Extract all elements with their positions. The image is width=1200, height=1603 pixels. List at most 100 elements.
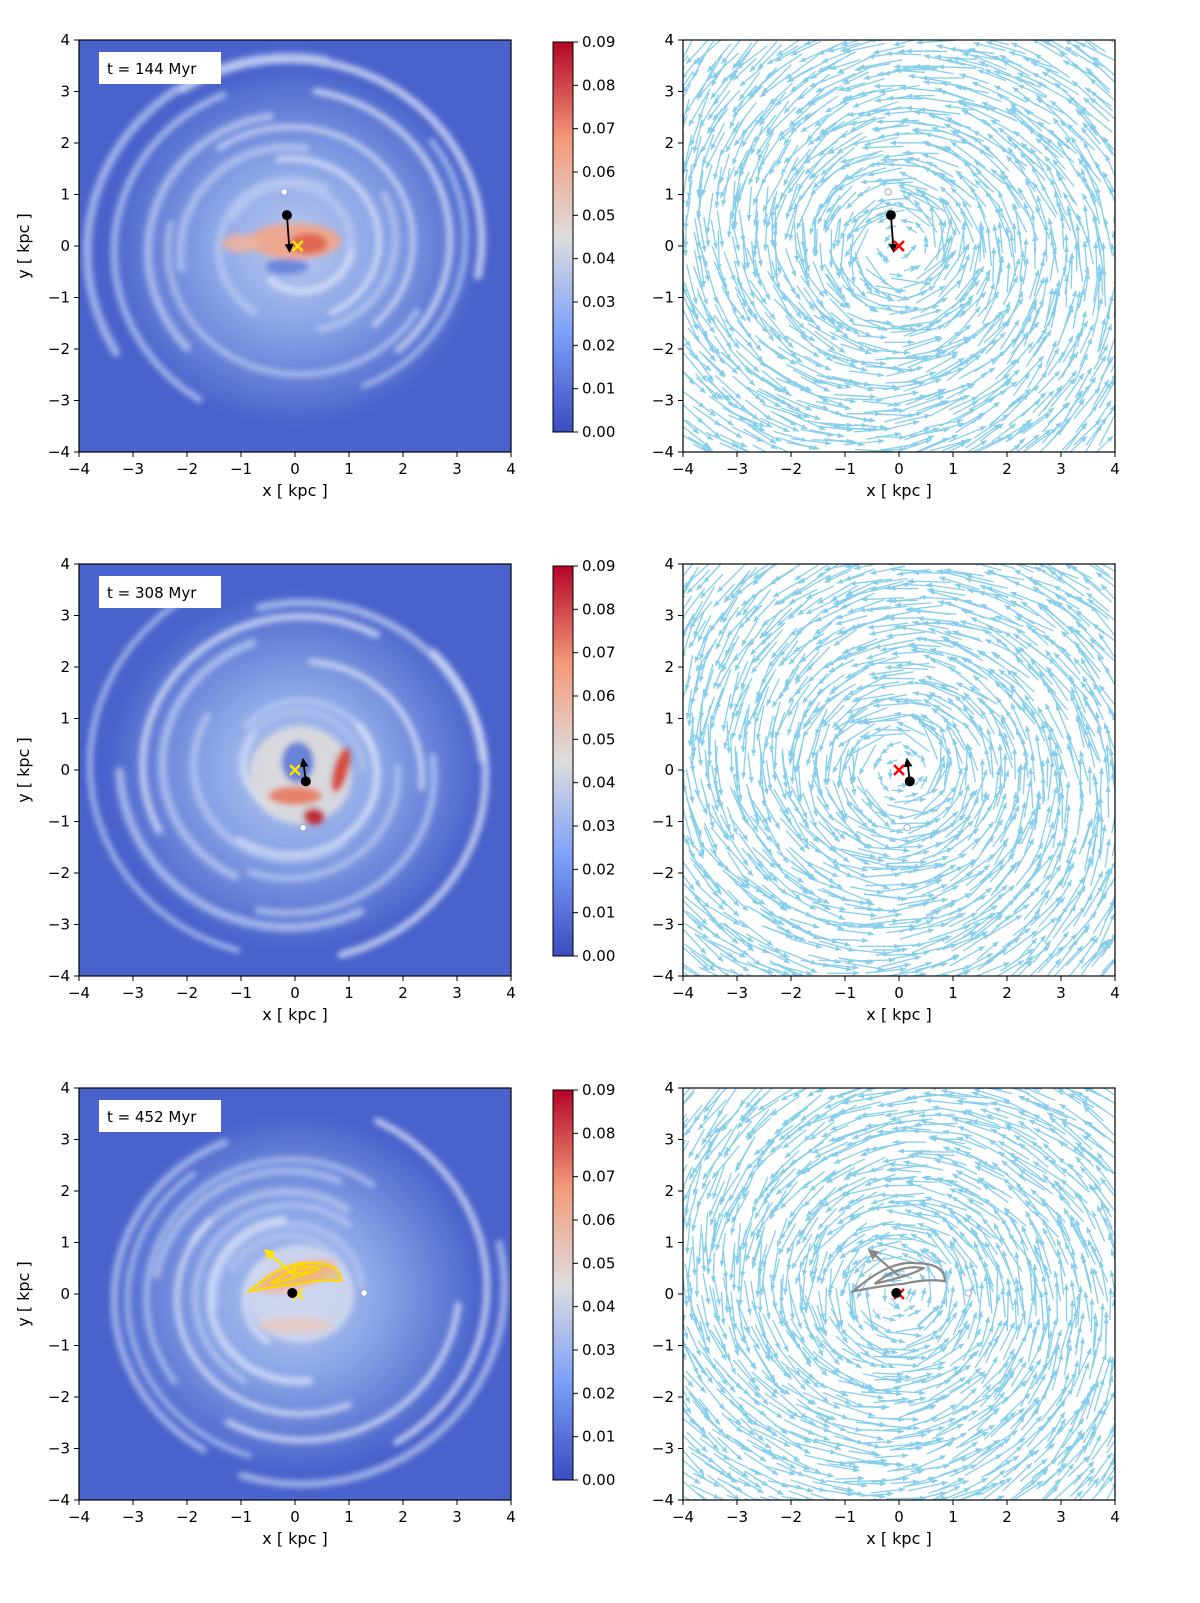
velocity-arrow-shaft bbox=[984, 937, 1021, 964]
velocity-arrow-shaft bbox=[1070, 252, 1073, 289]
velocity-arrow-head bbox=[833, 640, 841, 646]
velocity-arrow-head bbox=[1047, 218, 1053, 225]
velocity-arrow-shaft bbox=[738, 919, 774, 947]
velocity-arrow-head bbox=[752, 579, 759, 586]
velocity-arrow-head bbox=[834, 835, 841, 842]
velocity-arrow-shaft bbox=[945, 724, 964, 765]
velocity-arrow-head bbox=[1026, 956, 1033, 963]
velocity-arrow-head bbox=[789, 630, 797, 636]
velocity-arrow-head bbox=[1080, 155, 1086, 163]
velocity-arrow-head bbox=[741, 600, 748, 606]
velocity-arrow-head bbox=[812, 836, 819, 843]
velocity-arrow-head bbox=[1101, 318, 1107, 325]
velocity-arrow-shaft bbox=[1010, 321, 1040, 355]
velocity-arrow-shaft bbox=[727, 851, 750, 886]
velocity-arrow-head bbox=[972, 243, 978, 251]
velocity-arrow-head bbox=[790, 287, 796, 294]
velocity-arrow-shaft bbox=[995, 859, 1022, 889]
velocity-arrow-head bbox=[840, 158, 847, 164]
velocity-arrow-head bbox=[1076, 703, 1082, 711]
velocity-arrow-head bbox=[1037, 842, 1043, 850]
velocity-arrow-head bbox=[937, 395, 944, 401]
velocity-arrow-shaft bbox=[861, 713, 899, 722]
colorbar-tick-label: 0.01 bbox=[582, 380, 615, 398]
colorbar-tick-label: 0.07 bbox=[582, 644, 615, 662]
velocity-arrow-head bbox=[1049, 639, 1056, 646]
colorbar-gradient bbox=[552, 41, 574, 433]
velocity-arrow-shaft bbox=[685, 910, 721, 940]
velocity-arrow-head bbox=[864, 331, 872, 337]
velocity-arrow-shaft bbox=[856, 681, 900, 690]
velocity-arrow-head bbox=[823, 898, 830, 904]
velocity-arrow-head bbox=[917, 775, 924, 783]
velocity-arrow-head bbox=[788, 120, 796, 127]
velocity-arrow-shaft bbox=[832, 717, 864, 741]
heatmap-panel bbox=[79, 564, 511, 976]
velocity-arrow-shaft bbox=[911, 935, 952, 948]
velocity-arrow-head bbox=[839, 833, 846, 840]
velocity-arrow-head bbox=[794, 765, 800, 773]
velocity-arrow-shaft bbox=[797, 763, 802, 801]
velocity-arrow-head bbox=[920, 755, 926, 762]
velocity-arrow-head bbox=[657, 62, 663, 68]
velocity-arrow-head bbox=[960, 102, 968, 108]
velocity-arrow-head bbox=[769, 862, 776, 869]
velocity-arrow-head bbox=[1034, 734, 1040, 741]
velocity-arrow-shaft bbox=[734, 287, 759, 320]
velocity-arrow bbox=[284, 215, 294, 253]
velocity-arrow-head bbox=[957, 297, 965, 304]
position-markers bbox=[280, 188, 304, 253]
velocity-arrow-head bbox=[820, 177, 827, 184]
velocity-arrow-shaft bbox=[846, 698, 888, 714]
velocity-arrow-shaft bbox=[1098, 323, 1113, 359]
velocity-arrow-shaft bbox=[920, 720, 939, 760]
velocity-arrow-head bbox=[1015, 613, 1023, 619]
velocity-arrow-shaft bbox=[1121, 335, 1134, 370]
velocity-arrow-shaft bbox=[785, 848, 816, 880]
velocity-arrow-head bbox=[934, 818, 941, 824]
velocity-arrow-shaft bbox=[892, 951, 930, 960]
velocity-arrow-head bbox=[1023, 202, 1029, 210]
velocity-arrow-head bbox=[977, 697, 984, 704]
velocity-arrow-head bbox=[879, 181, 886, 187]
velocity-arrow-head bbox=[945, 797, 953, 803]
velocity-arrow-head bbox=[889, 585, 896, 592]
velocity-arrow-head bbox=[1005, 262, 1012, 269]
velocity-arrow-head bbox=[1031, 930, 1038, 937]
velocity-arrow-head bbox=[899, 287, 906, 293]
velocity-arrow-head bbox=[771, 651, 778, 659]
velocity-arrow-head bbox=[791, 50, 798, 56]
velocity-arrow-head bbox=[1056, 429, 1063, 436]
velocity-vectors bbox=[683, 564, 1115, 976]
velocity-arrow-head bbox=[709, 410, 716, 417]
velocity-arrow-head bbox=[798, 322, 805, 329]
spiral-arm-streak bbox=[246, 764, 402, 882]
velocity-arrow-head bbox=[855, 645, 863, 651]
velocity-arrow-shaft bbox=[746, 933, 781, 953]
velocity-arrow-shaft bbox=[731, 702, 744, 740]
velocity-arrow-shaft bbox=[781, 871, 816, 896]
velocity-arrow-shaft bbox=[1062, 59, 1098, 79]
velocity-arrow-head bbox=[1101, 893, 1107, 900]
velocity-arrow-shaft bbox=[787, 60, 827, 83]
velocity-arrow-shaft bbox=[1083, 871, 1104, 909]
velocity-arrow-head bbox=[879, 89, 886, 95]
velocity-arrow-head bbox=[1051, 340, 1057, 348]
velocity-arrow-shaft bbox=[969, 914, 1004, 943]
velocity-arrow-head bbox=[770, 211, 776, 219]
velocity-arrow-head bbox=[797, 794, 804, 801]
velocity-arrow-head bbox=[997, 744, 1003, 751]
velocity-arrow-head bbox=[997, 423, 1004, 430]
velocity-arrow-head bbox=[974, 306, 981, 313]
velocity-arrow-head bbox=[1020, 152, 1027, 159]
velocity-arrow-head bbox=[956, 682, 963, 688]
velocity-arrow-head bbox=[807, 862, 814, 869]
velocity-arrow-head bbox=[817, 217, 823, 224]
velocity-arrow-shaft bbox=[779, 808, 803, 840]
velocity-arrow-head bbox=[981, 119, 988, 126]
velocity-arrow-head bbox=[816, 688, 824, 695]
velocity-arrow-head bbox=[836, 286, 843, 294]
velocity-arrow-head bbox=[1035, 790, 1041, 798]
velocity-arrow-head bbox=[1043, 276, 1049, 284]
velocity-arrow-head bbox=[752, 455, 759, 460]
